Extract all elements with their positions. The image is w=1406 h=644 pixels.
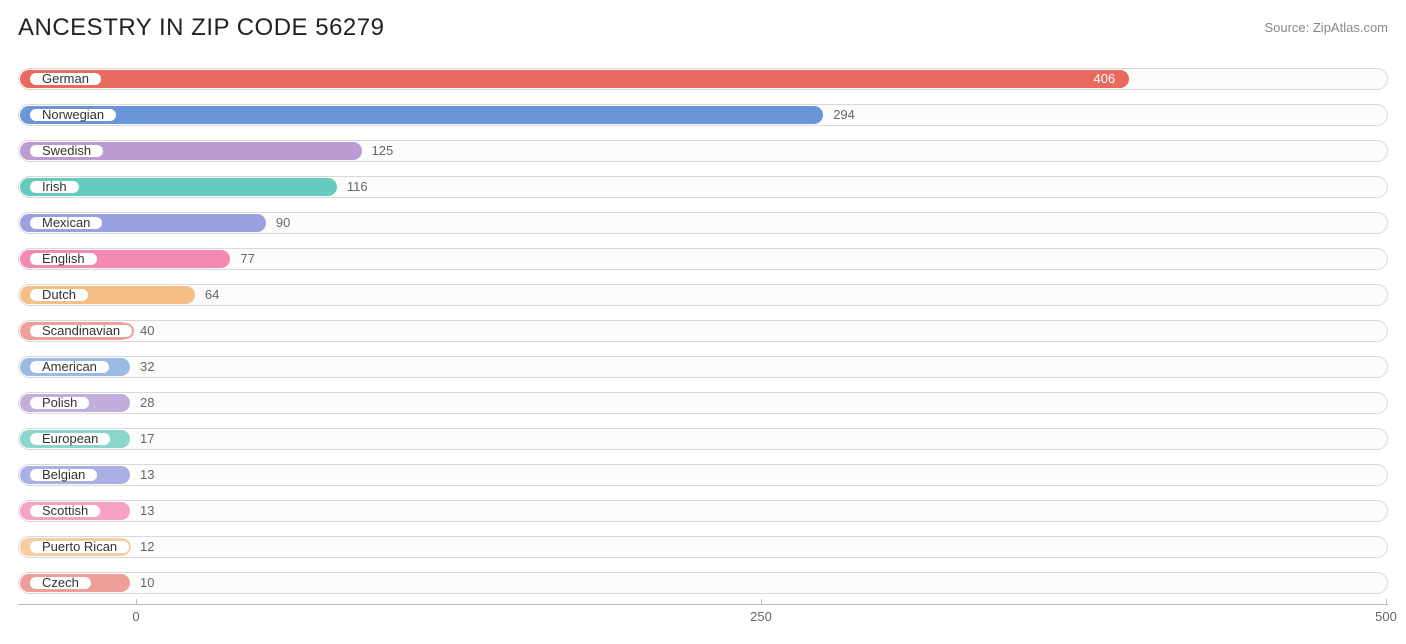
category-pill: Belgian: [28, 467, 99, 483]
value-label: 40: [140, 322, 154, 340]
bar-row: Polish 28: [18, 388, 1388, 418]
category-pill: Czech: [28, 575, 93, 591]
bar-row: Czech 10: [18, 568, 1388, 598]
bar-fill: [20, 70, 1129, 88]
axis-tick-label: 250: [750, 609, 772, 624]
category-pill: German: [28, 71, 103, 87]
category-pill: Norwegian: [28, 107, 118, 123]
chart-plot-area: German 406 Norwegian 294 Swedish 125 Irish 116 M…: [18, 64, 1388, 632]
value-label: 294: [833, 106, 855, 124]
category-pill: Dutch: [28, 287, 90, 303]
value-label: 32: [140, 358, 154, 376]
bar-track: [18, 356, 1388, 378]
value-label: 116: [347, 178, 368, 196]
value-label: 13: [140, 502, 154, 520]
category-pill: Polish: [28, 395, 91, 411]
bar-track: [18, 428, 1388, 450]
axis-tick: [136, 599, 137, 605]
value-label: 77: [240, 250, 254, 268]
chart-title: Ancestry in Zip Code 56279: [18, 14, 384, 42]
bar-row: Swedish 125: [18, 136, 1388, 166]
bar-track: [18, 392, 1388, 414]
category-pill: Swedish: [28, 143, 105, 159]
source-attribution: Source: ZipAtlas.com: [1264, 20, 1388, 35]
bar-row: American 32: [18, 352, 1388, 382]
bar-row: Irish 116: [18, 172, 1388, 202]
bar-track: [18, 572, 1388, 594]
category-pill: Mexican: [28, 215, 104, 231]
bar-fill: [20, 106, 823, 124]
x-axis: 0250500: [18, 604, 1388, 632]
axis-tick: [761, 599, 762, 605]
category-pill: American: [28, 359, 111, 375]
bar-row: European 17: [18, 424, 1388, 454]
value-label: 13: [140, 466, 154, 484]
bar-row: Dutch 64: [18, 280, 1388, 310]
axis-tick: [1386, 599, 1387, 605]
chart-container: Ancestry in Zip Code 56279 Source: ZipAt…: [0, 0, 1406, 644]
bar-row: German 406: [18, 64, 1388, 94]
value-label: 17: [140, 430, 154, 448]
bar-row: Scandinavian 40: [18, 316, 1388, 346]
category-pill: Scandinavian: [28, 323, 134, 339]
bar-row: Scottish 13: [18, 496, 1388, 526]
bar-track: [18, 500, 1388, 522]
bar-row: Belgian 13: [18, 460, 1388, 490]
bar-row: English 77: [18, 244, 1388, 274]
value-label: 64: [205, 286, 219, 304]
value-label: 10: [140, 574, 154, 592]
value-label: 90: [276, 214, 290, 232]
category-pill: Puerto Rican: [28, 539, 131, 555]
bar-track: [18, 464, 1388, 486]
bar-row: Puerto Rican 12: [18, 532, 1388, 562]
bar-row: Norwegian 294: [18, 100, 1388, 130]
axis-tick-label: 0: [132, 609, 139, 624]
bar-track: [18, 536, 1388, 558]
category-pill: English: [28, 251, 99, 267]
bar-track: [18, 320, 1388, 342]
value-label: 28: [140, 394, 154, 412]
category-pill: Scottish: [28, 503, 102, 519]
bar-track: [18, 284, 1388, 306]
header: Ancestry in Zip Code 56279 Source: ZipAt…: [18, 14, 1388, 42]
value-label: 406: [1094, 70, 1130, 88]
value-label: 125: [372, 142, 394, 160]
bar-row: Mexican 90: [18, 208, 1388, 238]
value-label: 12: [140, 538, 154, 556]
category-pill: European: [28, 431, 112, 447]
axis-tick-label: 500: [1375, 609, 1397, 624]
category-pill: Irish: [28, 179, 81, 195]
